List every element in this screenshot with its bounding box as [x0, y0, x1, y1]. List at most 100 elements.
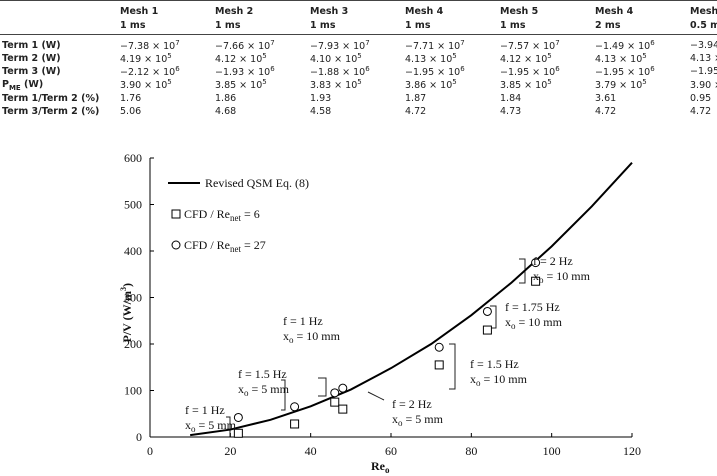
text: = 5 mm [249, 382, 290, 396]
cell: 4.72 [688, 105, 717, 118]
column-step: 1 ms [213, 18, 308, 35]
annotation: f = 1.75 Hz [505, 300, 560, 314]
text: 3.83 × 10 [310, 80, 358, 92]
header-cell [0, 18, 118, 35]
y-tick-label: 500 [124, 198, 142, 212]
column-name: Mesh 4 [403, 0, 498, 18]
column-name: Mesh 5 [498, 0, 593, 18]
text: −1.95 [690, 66, 717, 78]
text: 1.76 [120, 92, 142, 104]
text: 5 [167, 52, 172, 61]
text: 7 [175, 39, 180, 47]
text: o [539, 275, 544, 285]
text: P [2, 78, 9, 90]
text: −3.94 [690, 40, 717, 52]
text: 5 [262, 52, 267, 61]
circle-point [330, 388, 340, 398]
text: 1.84 [500, 92, 522, 104]
cell: −1.88 × 106 [308, 65, 403, 78]
text: 7 [555, 39, 560, 47]
text: Term 2 (W) [2, 53, 61, 65]
text: −7.66 × 10 [215, 41, 271, 53]
x-tick-label: 100 [543, 444, 561, 458]
cell: 3.79 × 105 [593, 78, 688, 91]
circle-point [338, 383, 348, 393]
cell: −1.93 × 106 [213, 65, 308, 78]
legend-symbol [171, 240, 181, 250]
text: −1.95 × 10 [500, 67, 556, 79]
cell: 4.72 [593, 105, 688, 118]
text: 5 [167, 78, 172, 87]
square-point [330, 397, 340, 407]
cell: 4.13 × 105 [593, 52, 688, 65]
curve [190, 161, 633, 437]
text: 6 [365, 65, 370, 74]
text: 1.93 [310, 92, 332, 104]
annotation: f = 1 Hz [283, 314, 323, 328]
circle-point [233, 412, 243, 422]
annotation: f = 2 Hz [392, 397, 432, 411]
text: CFD / Re [184, 238, 230, 252]
cell: −1.95 × 106 [403, 65, 498, 78]
cell: 4.68 [213, 105, 308, 118]
x-tick-label: 60 [385, 444, 397, 458]
text: Term 1/Term 2 (%) [2, 92, 100, 104]
text: 3.90 × [690, 79, 717, 91]
text: 4.10 × 10 [310, 54, 358, 66]
text: P/V (W/m [120, 291, 134, 342]
text: 4.19 × 10 [120, 54, 168, 66]
cell: 3.61 [593, 92, 688, 105]
text: o [398, 418, 403, 428]
text: x [533, 269, 539, 283]
text: 4.58 [310, 105, 332, 117]
text: = 10 mm [516, 315, 563, 329]
text: 5 [452, 52, 457, 61]
text: o [385, 465, 390, 475]
header-cell [0, 0, 118, 18]
square-point [338, 404, 348, 414]
annotation: xo = 5 mm [238, 382, 290, 398]
text: 3 [119, 287, 128, 291]
row-label: PME (W) [0, 78, 118, 92]
text: 7 [270, 39, 275, 47]
row: Term 1 (W) −7.38 × 107 −7.66 × 107 −7.93 × … [0, 35, 717, 53]
header-row: Mesh 1 Mesh 2 Mesh 3 Mesh 4 Mesh 5 Mesh 4 Mesh [0, 0, 717, 18]
text: Term 1 (W) [2, 40, 61, 52]
text: x [392, 412, 398, 426]
text: −1.49 × 10 [595, 41, 651, 53]
text: 7 [365, 39, 370, 47]
column-step: 1 ms [308, 18, 403, 35]
y-tick-label: 400 [124, 244, 142, 258]
cell: −7.71 × 107 [403, 35, 498, 52]
legend-label: Revised QSM Eq. (8) [205, 176, 309, 190]
header-row: 1 ms 1 ms 1 ms 1 ms 1 ms 2 ms 0.5 m [0, 18, 717, 35]
text: 5 [357, 52, 362, 61]
x-tick-label: 80 [465, 444, 477, 458]
cell: 3.85 × 105 [498, 78, 593, 91]
text: 1.86 [215, 92, 237, 104]
row: Term 3/Term 2 (%) 5.06 4.68 4.58 4.72 4.73 4.7… [0, 105, 717, 118]
legend-label: CFD / Renet = 27 [184, 238, 266, 254]
text: 4.12 × 10 [215, 54, 263, 66]
cell: 1.93 [308, 92, 403, 105]
y-tick-label: 100 [124, 384, 142, 398]
cell: 4.19 × 105 [118, 52, 213, 65]
text: 3.86 × 10 [405, 80, 453, 92]
cell: −7.57 × 107 [498, 35, 593, 52]
circle-point [482, 306, 492, 316]
row: Term 3 (W) −2.12 × 106 −1.93 × 106 −1.88 × … [0, 65, 717, 78]
text: 4.13 × 10 [595, 54, 643, 66]
text: −7.38 × 10 [120, 41, 176, 53]
circle-point [531, 258, 541, 268]
text: 3.85 × 10 [500, 80, 548, 92]
cell: 3.90 × [688, 78, 717, 91]
table: Mesh 1 Mesh 2 Mesh 3 Mesh 4 Mesh 5 Mesh 4 Mesh… [0, 0, 717, 118]
text: 6 [650, 39, 655, 47]
text: Term 3/Term 2 (%) [2, 105, 100, 117]
cell: 4.12 × 105 [498, 52, 593, 65]
cell: 0.95 [688, 92, 717, 105]
cell: −1.95 × 106 [498, 65, 593, 78]
cell: 1.76 [118, 92, 213, 105]
annotation: f = 2 Hz [533, 254, 573, 268]
